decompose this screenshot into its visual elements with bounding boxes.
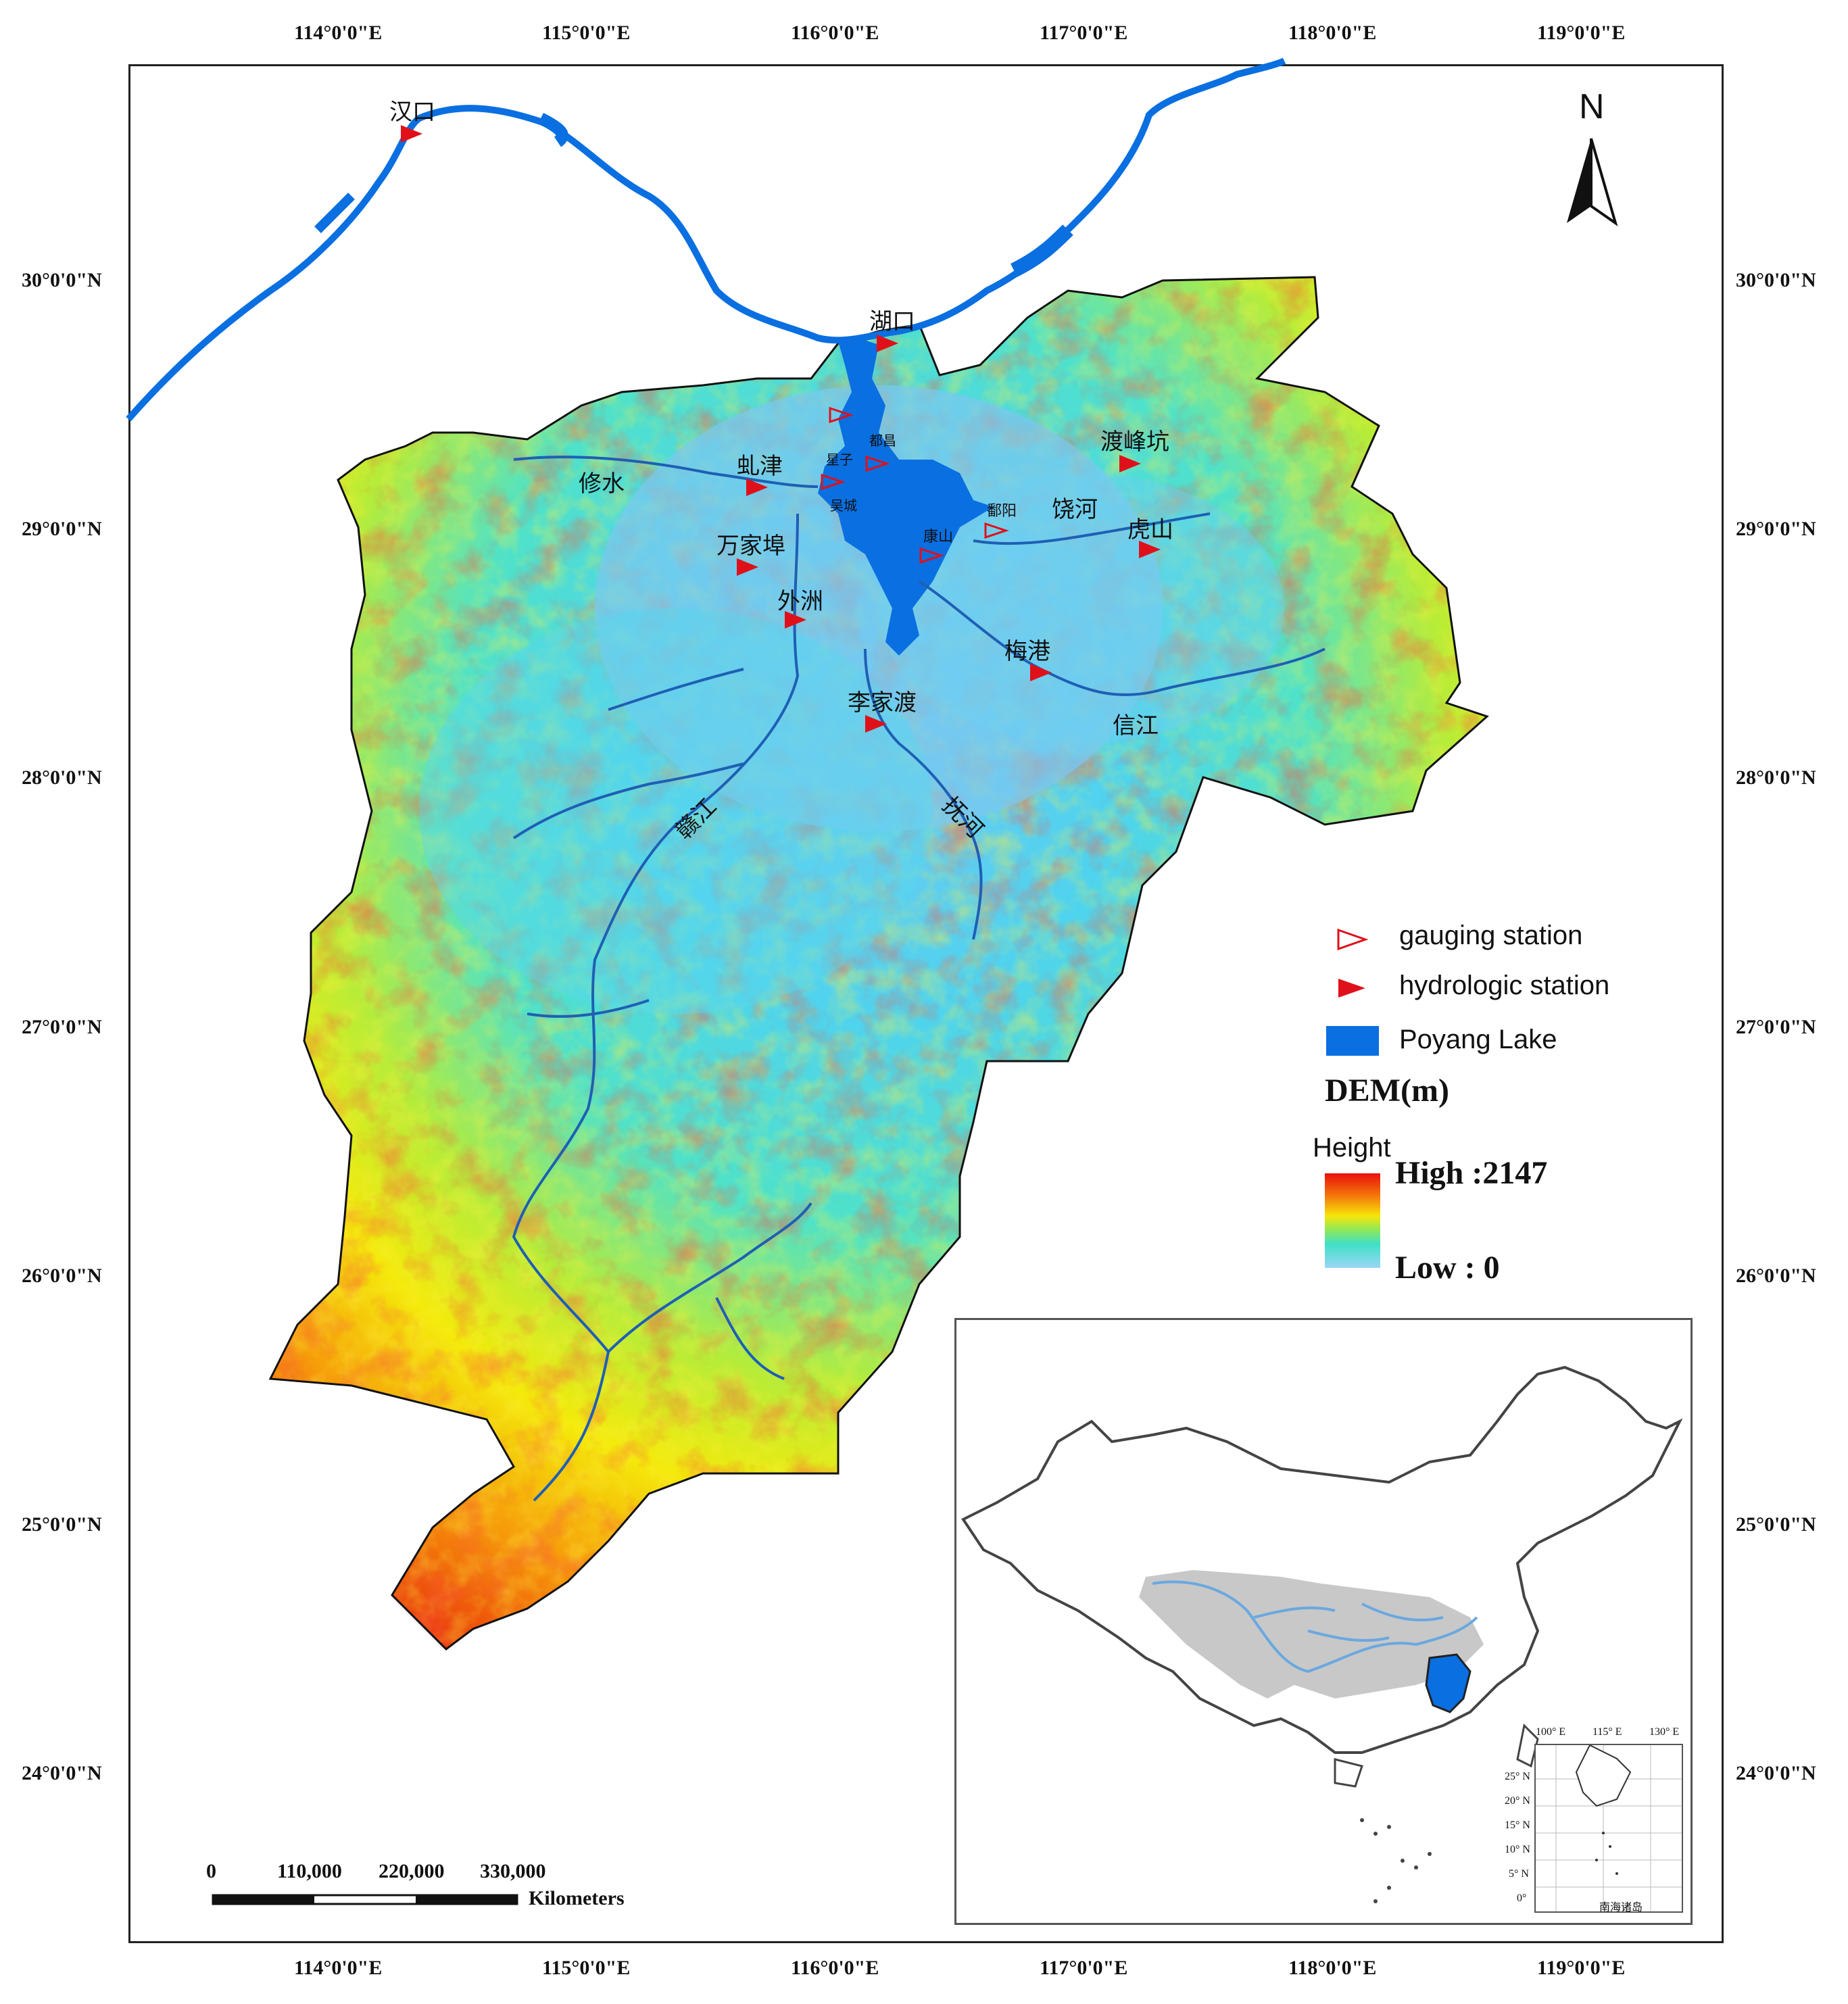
mini-lat-15: 15° N: [1505, 1819, 1530, 1831]
scale-tick-1: 110,000: [277, 1860, 342, 1882]
label-xiushui: 修水: [579, 470, 625, 497]
mini-lat-20: 20° N: [1505, 1795, 1530, 1807]
mini-lon-130: 130° E: [1649, 1726, 1680, 1738]
lon-label-bottom-116: 116°0'0"E: [791, 1957, 879, 1979]
lon-label-bottom-117: 117°0'0"E: [1040, 1957, 1128, 1979]
lon-label-bottom-119: 119°0'0"E: [1537, 1957, 1626, 1979]
label-hushan: 虎山: [1127, 516, 1173, 543]
label-hankou: 汉口: [389, 99, 435, 126]
legend-height-label: Height: [1313, 1133, 1391, 1163]
label-duchang: 都昌: [869, 433, 896, 449]
lon-label-bottom-118: 118°0'0"E: [1288, 1957, 1377, 1979]
yangtze-basin-grey: [1139, 1570, 1484, 1698]
label-xingzi: 星子: [826, 451, 853, 468]
hydrologic-station-hushan: [1139, 541, 1161, 558]
lat-label-right-28: 28°0'0"N: [1736, 766, 1816, 789]
river-network: [512, 456, 1326, 1502]
hydrologic-stations: [401, 125, 1161, 733]
yangtze-river: [126, 57, 1286, 422]
legend-dem-title: DEM(m): [1325, 1073, 1449, 1108]
mini-caption: 南海诸岛: [1599, 1902, 1643, 1913]
hydrologic-station-hukou: [877, 335, 898, 352]
lat-label-left-29: 29°0'0"N: [22, 518, 102, 540]
lon-label-top-119: 119°0'0"E: [1537, 22, 1626, 44]
hydrologic-station-wanjiabu: [737, 558, 758, 576]
poyang-basin-inset: [1425, 1653, 1472, 1713]
lon-label-top-116: 116°0'0"E: [791, 22, 879, 44]
label-meigang: 梅港: [1004, 638, 1050, 665]
label-wanjiabu: 万家埠: [716, 533, 785, 560]
scale-tick-0: 0: [206, 1860, 216, 1882]
scale-bar: [212, 1894, 518, 1905]
lat-label-right-25: 25°0'0"N: [1736, 1513, 1816, 1536]
hydrologic-station-waizhou: [785, 611, 806, 629]
hydrologic-station-lijiadu: [865, 715, 887, 733]
mini-lat-10: 10° N: [1505, 1844, 1530, 1855]
north-label: N: [1579, 87, 1605, 126]
mini-lon-100: 100° E: [1536, 1726, 1566, 1738]
gauging-stations: [821, 406, 1009, 564]
label-xinjiang: 信江: [1113, 712, 1159, 739]
legend-dem-ramp: [1325, 1173, 1380, 1268]
label-wucheng: 吴城: [830, 497, 857, 514]
lat-label-right-30: 30°0'0"N: [1736, 269, 1816, 291]
legend-gauging-label: gauging station: [1399, 921, 1583, 950]
gauging-station-kangshan: [919, 547, 944, 564]
lat-label-right-29: 29°0'0"N: [1736, 518, 1816, 540]
lat-label-left-27: 27°0'0"N: [22, 1016, 102, 1038]
mini-inset-graphics: [1536, 1744, 1682, 1911]
gauging-station-1: [829, 406, 854, 424]
lon-label-top-118: 118°0'0"E: [1288, 22, 1377, 44]
lat-label-right-24: 24°0'0"N: [1736, 1762, 1816, 1784]
mini-lat-0: 0°: [1517, 1892, 1527, 1904]
scale-unit: Kilometers: [529, 1887, 625, 1909]
poyang-lake: [818, 338, 994, 656]
label-dufengkeng: 渡峰坑: [1100, 429, 1169, 456]
mini-lon-115: 115° E: [1592, 1726, 1622, 1738]
mini-lat-5: 5° N: [1509, 1868, 1529, 1880]
lon-label-top-117: 117°0'0"E: [1040, 22, 1128, 44]
hydrologic-station-qiujin: [746, 479, 768, 496]
legend-hydrologic-icon: [1338, 979, 1365, 998]
north-arrow-icon: [1567, 138, 1618, 226]
label-raohe: 饶河: [1052, 496, 1098, 523]
lat-label-right-27: 27°0'0"N: [1736, 1016, 1816, 1038]
china-outline: [961, 1365, 1683, 1754]
legend-lake-swatch: [1326, 1026, 1379, 1056]
lon-label-bottom-115: 115°0'0"E: [542, 1957, 631, 1979]
legend-high-label: High :2147: [1395, 1155, 1548, 1191]
label-waizhou: 外洲: [777, 588, 823, 615]
legend-lake-label: Poyang Lake: [1399, 1025, 1557, 1054]
hydrologic-station-dufengkeng: [1119, 455, 1141, 472]
legend-hydrologic-label: hydrologic station: [1399, 971, 1610, 1000]
label-qiujin: 虬津: [737, 453, 783, 480]
label-hukou: 湖口: [869, 308, 915, 335]
lat-label-left-24: 24°0'0"N: [22, 1762, 102, 1784]
lat-label-left-26: 26°0'0"N: [22, 1265, 102, 1287]
lat-label-left-30: 30°0'0"N: [22, 269, 102, 291]
gauging-station-duchang: [865, 455, 890, 472]
legend-gauging-icon: [1337, 928, 1369, 951]
legend-low-label: Low : 0: [1395, 1250, 1500, 1286]
label-lijiadu: 李家渡: [848, 689, 917, 716]
gauging-station-wucheng: [821, 473, 846, 491]
hydrologic-station-hankou: [401, 125, 422, 143]
lon-label-bottom-114: 114°0'0"E: [294, 1957, 383, 1979]
lon-label-top-114: 114°0'0"E: [294, 22, 383, 44]
mini-lat-25: 25° N: [1505, 1771, 1530, 1782]
lat-label-left-28: 28°0'0"N: [22, 766, 102, 789]
label-poyang: 鄱阳: [987, 503, 1017, 520]
lon-label-top-115: 115°0'0"E: [542, 22, 631, 44]
lat-label-left-25: 25°0'0"N: [22, 1513, 102, 1536]
scale-tick-2: 220,000: [379, 1860, 445, 1882]
hydrologic-station-meigang: [1030, 664, 1052, 681]
lat-label-right-26: 26°0'0"N: [1736, 1265, 1816, 1287]
label-kangshan: 康山: [923, 529, 954, 545]
gauging-station-poyang: [984, 522, 1009, 539]
china-inset-graphics: [961, 1365, 1683, 1903]
south-china-sea-inset: [1534, 1744, 1683, 1913]
scale-tick-3: 330,000: [480, 1860, 546, 1882]
